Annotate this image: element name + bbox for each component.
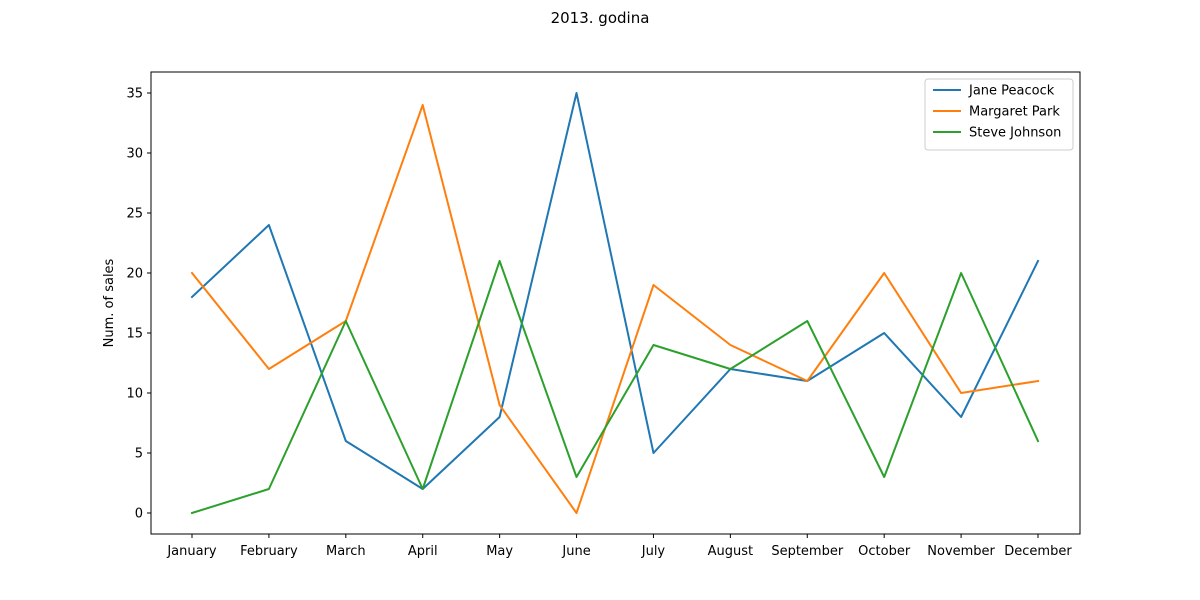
chart-title: 2013. godina <box>551 9 650 27</box>
y-axis-label: Num. of sales <box>102 258 117 347</box>
legend-label: Jane Peacock <box>968 84 1055 99</box>
legend-label: Margaret Park <box>969 105 1060 120</box>
y-tick-label: 15 <box>126 327 143 342</box>
y-tick-label: 5 <box>135 447 143 462</box>
x-tick-label: May <box>486 544 513 559</box>
series-line-jane-peacock <box>190 92 1040 490</box>
x-tick-label: August <box>708 544 754 559</box>
x-tick-label: April <box>408 544 438 559</box>
plot-frame <box>150 71 1081 535</box>
y-tick-label: 20 <box>126 267 143 282</box>
y-tick-label: 25 <box>126 207 143 222</box>
x-tick-label: January <box>166 544 217 559</box>
y-tick-label: 30 <box>126 147 143 162</box>
x-tick-label: December <box>1004 544 1072 559</box>
x-tick-label: October <box>858 544 911 559</box>
series-line-steve-johnson <box>190 260 1040 515</box>
y-tick-label: 10 <box>126 387 143 402</box>
x-tick-label: June <box>561 544 590 559</box>
y-tick-label: 0 <box>135 507 143 522</box>
plot-area: 0 5 10 15 20 25 30 35 January February March April M… <box>126 71 1081 559</box>
x-tick-label: July <box>641 544 666 559</box>
x-tick-label: September <box>771 544 844 559</box>
y-tick-label: 35 <box>126 87 143 102</box>
x-tick-label: February <box>240 544 298 559</box>
x-tick-label: November <box>927 544 995 559</box>
legend: Jane Peacock Margaret Park Steve Johnson <box>924 78 1074 151</box>
legend-box <box>924 78 1074 151</box>
x-tick-label: March <box>326 544 366 559</box>
legend-label: Steve Johnson <box>969 126 1061 141</box>
series-line-margaret-park <box>190 104 1040 514</box>
